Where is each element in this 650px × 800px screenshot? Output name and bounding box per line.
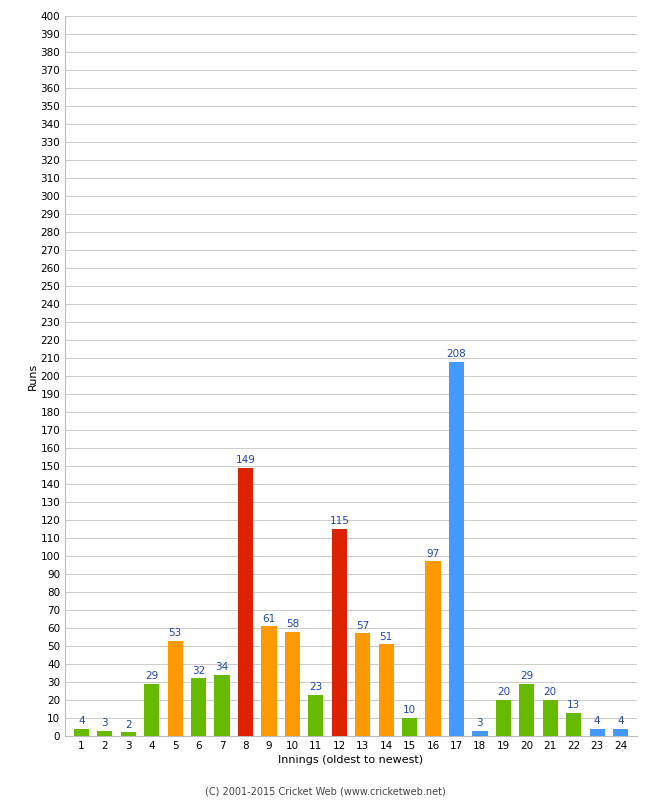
Bar [168, 641, 183, 736]
Text: 34: 34 [215, 662, 229, 672]
Bar [402, 718, 417, 736]
Text: 115: 115 [330, 516, 349, 526]
Text: 61: 61 [263, 614, 276, 623]
Bar [590, 729, 605, 736]
Bar [98, 730, 112, 736]
Bar [121, 733, 136, 736]
Text: 51: 51 [380, 631, 393, 642]
Text: 4: 4 [594, 716, 601, 726]
Text: 23: 23 [309, 682, 322, 692]
Bar [214, 675, 229, 736]
Text: 32: 32 [192, 666, 205, 676]
Bar [74, 729, 89, 736]
Bar [308, 694, 324, 736]
Bar [496, 700, 511, 736]
Text: 20: 20 [543, 687, 557, 698]
Text: 149: 149 [235, 455, 255, 465]
Text: 97: 97 [426, 549, 439, 558]
Text: 208: 208 [447, 349, 466, 359]
X-axis label: Innings (oldest to newest): Innings (oldest to newest) [278, 755, 424, 765]
Bar [355, 634, 370, 736]
Bar [144, 684, 159, 736]
Bar [519, 684, 534, 736]
Text: 29: 29 [520, 671, 534, 681]
Text: 58: 58 [286, 619, 299, 629]
Text: 29: 29 [145, 671, 159, 681]
Bar [613, 729, 628, 736]
Text: 10: 10 [403, 706, 416, 715]
Bar [191, 678, 206, 736]
Y-axis label: Runs: Runs [27, 362, 38, 390]
Bar [238, 468, 253, 736]
Bar [543, 700, 558, 736]
Text: 13: 13 [567, 700, 580, 710]
Text: 4: 4 [78, 716, 84, 726]
Text: 57: 57 [356, 621, 369, 630]
Text: 20: 20 [497, 687, 510, 698]
Bar [285, 632, 300, 736]
Bar [332, 529, 347, 736]
Text: 4: 4 [618, 716, 624, 726]
Text: 2: 2 [125, 720, 131, 730]
Bar [473, 730, 488, 736]
Bar [566, 713, 581, 736]
Text: (C) 2001-2015 Cricket Web (www.cricketweb.net): (C) 2001-2015 Cricket Web (www.cricketwe… [205, 786, 445, 796]
Bar [426, 562, 441, 736]
Bar [449, 362, 464, 736]
Bar [261, 626, 276, 736]
Text: 3: 3 [476, 718, 483, 728]
Bar [378, 644, 394, 736]
Text: 3: 3 [101, 718, 108, 728]
Text: 53: 53 [168, 628, 182, 638]
